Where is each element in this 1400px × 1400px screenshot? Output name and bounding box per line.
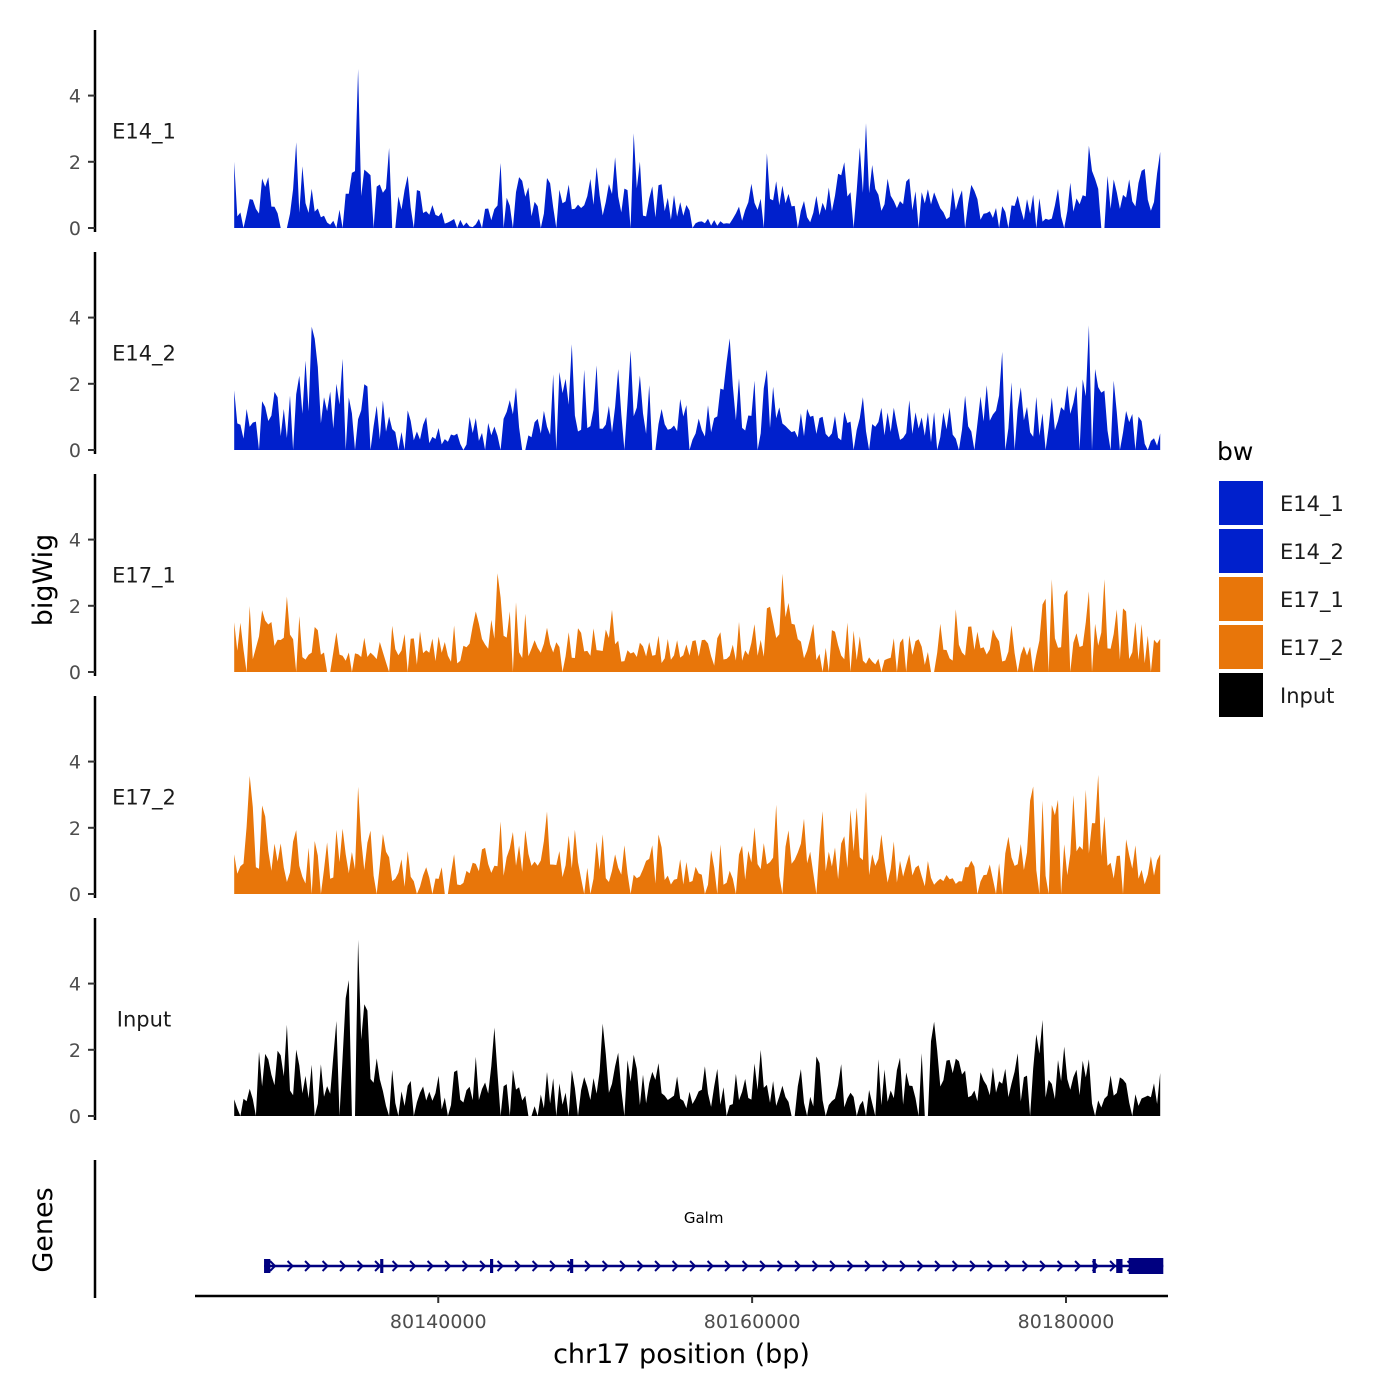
legend-label-e17-1: E17_1 [1280,588,1344,613]
strand-arrow-icon [1056,1260,1064,1272]
signal-area-e17-2 [234,774,1161,894]
strand-arrow-icon [951,1260,959,1272]
y-tick-label: 0 [69,218,81,240]
legend-title: bw [1217,437,1253,466]
strand-arrow-icon [1004,1260,1012,1272]
strand-arrow-icon [321,1260,329,1272]
strand-arrow-icon [1074,1260,1082,1272]
gene-exon [570,1259,574,1273]
y-tick-label: 2 [69,596,81,618]
x-tick-label: 80160000 [704,1311,801,1333]
strand-arrow-icon [829,1260,837,1272]
y-tick-label: 2 [69,1040,81,1062]
x-tick-label: 80140000 [390,1311,487,1333]
strand-arrow-icon [339,1260,347,1272]
strand-arrow-icon [636,1260,644,1272]
signal-area-e14-1 [234,69,1161,228]
strand-arrow-icon [409,1260,417,1272]
strand-arrow-icon [584,1260,592,1272]
gene-exon [1116,1259,1123,1273]
strand-arrow-icon [759,1260,767,1272]
gene-track-title: Genes [28,1187,59,1272]
legend-key-e17-1 [1217,575,1265,623]
facet-label-e17-1: E17_1 [112,564,176,589]
legend-label-input: Input [1280,684,1334,708]
facet-label-input: Input [117,1008,171,1032]
strand-arrow-icon [899,1260,907,1272]
strand-arrow-icon [549,1260,557,1272]
strand-arrow-icon [269,1260,277,1272]
facet-label-e14-2: E14_2 [112,342,176,367]
legend-key-e14-2 [1217,527,1265,575]
strand-arrow-icon [811,1260,819,1272]
y-axis-title: bigWig [28,534,59,627]
strand-arrow-icon [776,1260,784,1272]
strand-arrow-icon [741,1260,749,1272]
strand-arrow-icon [496,1260,504,1272]
x-axis-title: chr17 position (bp) [553,1339,810,1370]
strand-arrow-icon [1109,1260,1117,1272]
strand-arrow-icon [794,1260,802,1272]
signal-area-e17-1 [234,573,1161,672]
legend-key-input [1217,671,1265,719]
y-tick-label: 0 [69,1106,81,1128]
legend-label-e14-2: E14_2 [1280,540,1344,565]
strand-arrow-icon [391,1260,399,1272]
strand-arrow-icon [916,1260,924,1272]
y-tick-label: 2 [69,152,81,174]
legend-key-e14-1 [1217,479,1265,527]
y-tick-label: 0 [69,884,81,906]
strand-arrow-icon [444,1260,452,1272]
strand-arrow-icon [969,1260,977,1272]
strand-arrow-icon [864,1260,872,1272]
legend-key-e17-2 [1217,623,1265,671]
legend-label-e17-2: E17_2 [1280,636,1344,661]
strand-arrow-icon [934,1260,942,1272]
gene-name-label: Galm [684,1209,724,1227]
y-tick-label: 4 [69,308,81,330]
legend-label-e14-1: E14_1 [1280,492,1344,517]
strand-arrow-icon [531,1260,539,1272]
strand-arrow-icon [724,1260,732,1272]
y-tick-label: 4 [69,974,81,996]
y-tick-label: 0 [69,440,81,462]
strand-arrow-icon [1021,1260,1029,1272]
facet-label-e14-1: E14_1 [112,120,176,145]
strand-arrow-icon [304,1260,312,1272]
facet-label-e17-2: E17_2 [112,786,176,811]
signal-area-input [234,939,1161,1116]
strand-arrow-icon [846,1260,854,1272]
strand-arrow-icon [881,1260,889,1272]
gene-exon [264,1259,271,1273]
y-tick-label: 2 [69,374,81,396]
strand-arrow-icon [706,1260,714,1272]
y-tick-label: 2 [69,818,81,840]
strand-arrow-icon [461,1260,469,1272]
strand-arrow-icon [986,1260,994,1272]
y-tick-label: 4 [69,752,81,774]
strand-arrow-icon [654,1260,662,1272]
y-tick-label: 4 [69,86,81,108]
strand-arrow-icon [286,1260,294,1272]
strand-arrow-icon [514,1260,522,1272]
gene-exon [380,1259,384,1273]
x-tick-label: 80180000 [1018,1311,1115,1333]
strand-arrow-icon [619,1260,627,1272]
gene-exon [490,1259,494,1273]
gene-exon [1092,1259,1096,1273]
strand-arrow-icon [601,1260,609,1272]
signal-area-e14-2 [234,325,1161,450]
strand-arrow-icon [479,1260,487,1272]
strand-arrow-icon [426,1260,434,1272]
strand-arrow-icon [689,1260,697,1272]
gene-exon [1128,1258,1164,1274]
y-tick-label: 4 [69,530,81,552]
strand-arrow-icon [356,1260,364,1272]
strand-arrow-icon [1039,1260,1047,1272]
strand-arrow-icon [374,1260,382,1272]
strand-arrow-icon [671,1260,679,1272]
y-tick-label: 0 [69,662,81,684]
